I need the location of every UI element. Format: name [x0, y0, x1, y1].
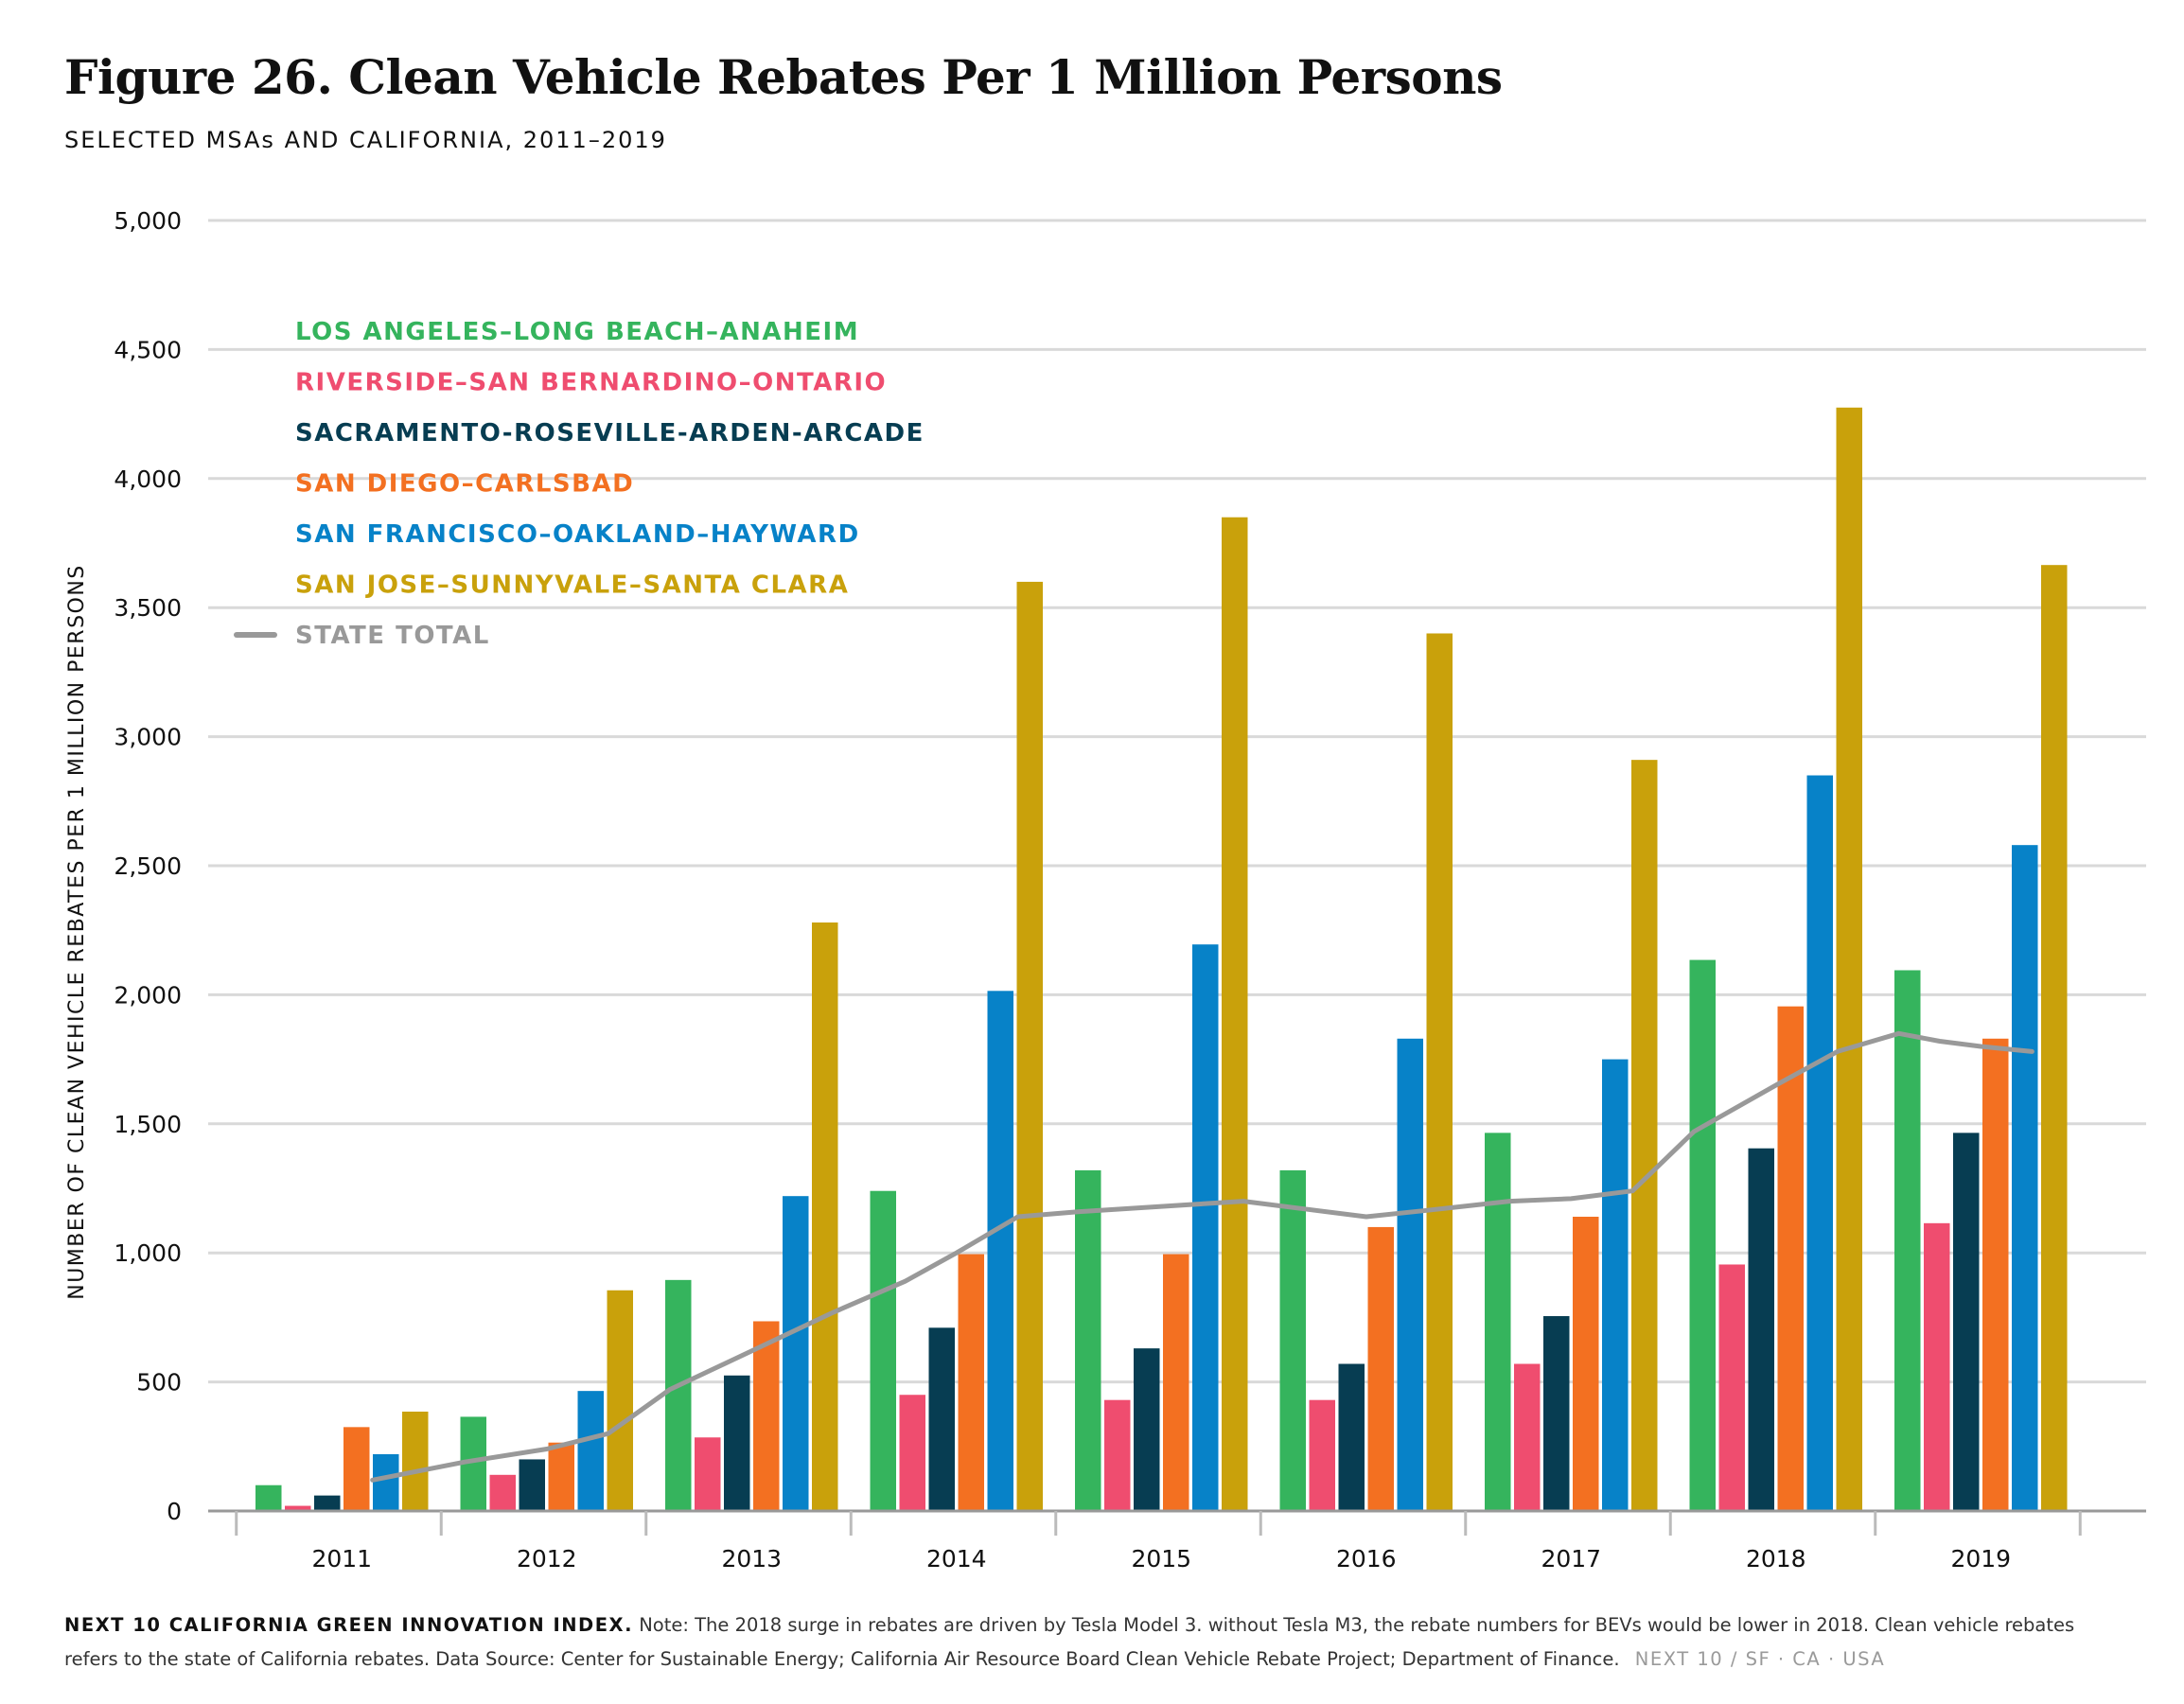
bar — [1894, 970, 1921, 1511]
y-tick-label: 3,000 — [114, 724, 182, 751]
bar — [1631, 760, 1658, 1511]
bar — [1748, 1148, 1774, 1511]
bar — [1806, 775, 1833, 1511]
x-tick-labels: 2011 2012 2013 2014 2015 2016 2017 2018 2019 — [311, 1545, 2011, 1572]
legend-entry: RIVERSIDE–SAN BERNARDINO–ONTARIO — [295, 369, 887, 397]
bar — [1689, 959, 1716, 1511]
bar — [1777, 1006, 1804, 1511]
bar — [1514, 1363, 1541, 1511]
bar — [1543, 1316, 1570, 1511]
chart-subtitle: SELECTED MSAs AND CALIFORNIA, 2011–2019 — [64, 127, 667, 153]
bar — [1426, 633, 1453, 1511]
bar — [724, 1375, 750, 1511]
bar — [607, 1290, 633, 1511]
bar — [1163, 1254, 1189, 1511]
x-tick-label: 2017 — [1541, 1545, 1601, 1572]
bar — [987, 991, 1013, 1511]
state-total-line — [370, 1030, 2034, 1483]
bar — [1397, 1038, 1423, 1511]
bar — [1924, 1222, 1950, 1511]
y-tick-label: 4,000 — [114, 466, 182, 493]
bar — [783, 1196, 809, 1511]
bar — [1222, 517, 1248, 1511]
bar — [1192, 944, 1219, 1511]
legend-entry: SAN JOSE–SUNNYVALE–SANTA CLARA — [295, 571, 849, 600]
bar — [548, 1442, 574, 1511]
x-tick-label: 2014 — [926, 1545, 987, 1572]
bar — [1982, 1038, 2009, 1511]
legend-entry: STATE TOTAL — [295, 622, 490, 650]
chart-title: Figure 26. Clean Vehicle Rebates Per 1 M… — [64, 49, 1503, 105]
footnote: NEXT 10 CALIFORNIA GREEN INNOVATION INDE… — [64, 1608, 2099, 1677]
bar — [1104, 1399, 1131, 1511]
footnote-brand: NEXT 10 / SF · CA · USA — [1634, 1648, 1886, 1670]
y-tick-label: 2,000 — [114, 981, 182, 1009]
bar — [255, 1484, 282, 1511]
legend-entry: SAN FRANCISCO–OAKLAND–HAYWARD — [295, 520, 860, 549]
bar — [577, 1391, 604, 1511]
bars — [255, 407, 2068, 1511]
bar — [1953, 1133, 1980, 1511]
bar — [1338, 1363, 1365, 1511]
bar — [402, 1411, 429, 1511]
x-tick-label: 2015 — [1131, 1545, 1191, 1572]
legend-entry: SAN DIEGO–CARLSBAD — [295, 470, 634, 499]
bar — [489, 1474, 516, 1511]
bar — [870, 1190, 896, 1511]
bar — [343, 1427, 370, 1511]
bar — [1279, 1169, 1306, 1511]
y-tick-label: 1,000 — [114, 1239, 182, 1267]
bar — [695, 1437, 721, 1511]
bar — [753, 1321, 780, 1511]
bar — [1309, 1399, 1335, 1511]
legend-entry: LOS ANGELES–LONG BEACH–ANAHEIM — [295, 318, 859, 346]
bar — [2012, 845, 2038, 1511]
bar — [958, 1254, 984, 1511]
y-tick-label: 0 — [167, 1498, 182, 1525]
y-tick-label: 500 — [136, 1369, 182, 1397]
bar — [1134, 1348, 1160, 1511]
x-tick-label: 2013 — [721, 1545, 782, 1572]
bar — [1016, 581, 1043, 1511]
bar — [373, 1453, 399, 1511]
bar — [928, 1327, 955, 1511]
y-tick-label: 4,500 — [114, 336, 182, 363]
x-axis — [208, 1509, 2146, 1536]
x-tick-label: 2011 — [311, 1545, 372, 1572]
bar — [1485, 1133, 1511, 1511]
bar — [519, 1459, 545, 1511]
bar — [1602, 1059, 1629, 1511]
bar — [2041, 565, 2068, 1511]
bar — [1075, 1169, 1101, 1511]
bar — [1367, 1226, 1394, 1511]
y-tick-label: 1,500 — [114, 1111, 182, 1138]
chart: 0 500 1,000 1,500 2,000 2,500 3,000 3,500 4,000 4… — [65, 207, 2146, 1572]
bar — [1573, 1217, 1599, 1511]
bar — [812, 922, 838, 1511]
x-tick-label: 2012 — [517, 1545, 577, 1572]
footnote-lead: NEXT 10 CALIFORNIA GREEN INNOVATION INDE… — [64, 1614, 633, 1636]
x-tick-label: 2018 — [1746, 1545, 1806, 1572]
state-total-line-group — [370, 1030, 2034, 1483]
y-tick-label: 5,000 — [114, 207, 182, 235]
y-axis-title: NUMBER OF CLEAN VEHICLE REBATES PER 1 MI… — [65, 564, 89, 1300]
y-tick-label: 2,500 — [114, 852, 182, 880]
bar — [285, 1505, 311, 1511]
bar — [899, 1395, 925, 1511]
bar — [314, 1495, 341, 1511]
x-tick-label: 2019 — [1950, 1545, 2011, 1572]
x-tick-label: 2016 — [1336, 1545, 1397, 1572]
legend: LOS ANGELES–LONG BEACH–ANAHEIM RIVERSIDE–… — [234, 318, 925, 650]
footnote-note: Note: The 2018 surge in rebates are driv… — [64, 1614, 2075, 1670]
y-tick-label: 3,500 — [114, 594, 182, 622]
y-tick-labels: 0 500 1,000 1,500 2,000 2,500 3,000 3,500 4,000 4… — [114, 207, 182, 1525]
bar — [1836, 407, 1862, 1511]
bar — [665, 1279, 692, 1511]
bar — [1718, 1264, 1745, 1511]
legend-entry: SACRAMENTO-ROSEVILLE-ARDEN-ARCADE — [295, 419, 925, 448]
